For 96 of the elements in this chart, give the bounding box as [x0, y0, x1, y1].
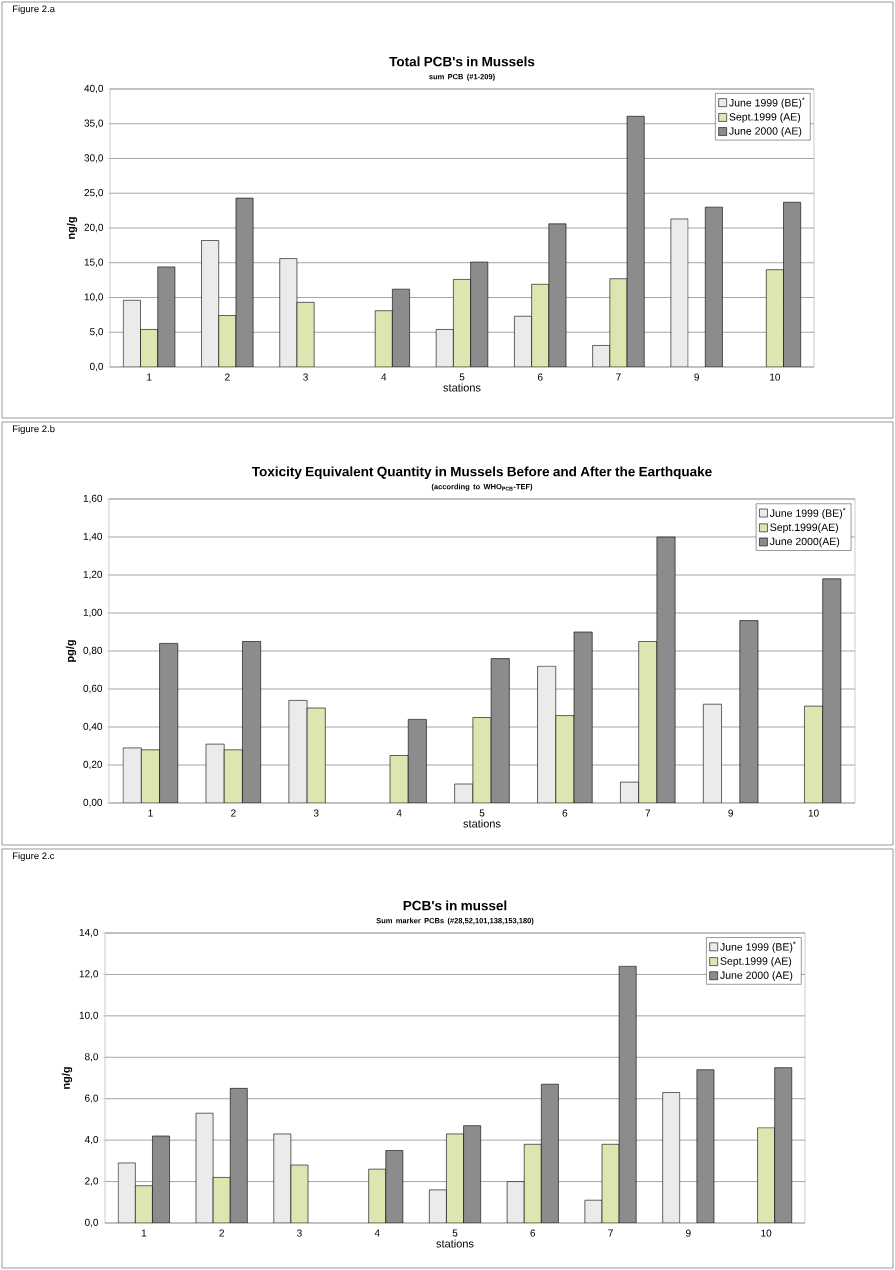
- bar: [135, 1185, 153, 1223]
- x-tick-label: 9: [694, 373, 699, 381]
- x-tick-label: 10: [770, 373, 781, 381]
- x-tick-label: 7: [645, 809, 651, 817]
- bar: [555, 715, 575, 803]
- y-tick-label: 0,0: [89, 362, 104, 372]
- legend-label: June 2000(AE): [769, 537, 840, 548]
- y-tick-label: 25,0: [84, 189, 104, 198]
- bar: [141, 749, 160, 803]
- bar: [703, 703, 722, 803]
- chart-title: Toxicity Equivalent Quantity in Mussels Before and After the Earthquake: [251, 466, 712, 480]
- y-tick-label: 30,0: [84, 154, 104, 163]
- y-tick-label: 40,0: [84, 84, 104, 94]
- y-tick-label: 0,40: [83, 722, 103, 732]
- x-tick-label: 3: [297, 1229, 302, 1237]
- y-tick-label: 1,40: [83, 532, 103, 542]
- y-tick-label: 6,0: [85, 1094, 99, 1103]
- x-tick-label: 10: [808, 809, 819, 817]
- legend-label: Sept.1999 (AE): [729, 112, 801, 123]
- legend-label: June 1999 (BE)$^{*}$: [769, 507, 846, 519]
- x-axis-title: stations: [443, 383, 481, 392]
- y-tick-label: 20,0: [84, 223, 104, 233]
- legend-label: June 1999 (BE)$^{*}$: [729, 97, 805, 109]
- y-axis-title: pg/g: [65, 640, 77, 662]
- x-tick-label: 5: [479, 809, 485, 817]
- bar: [804, 705, 823, 803]
- legend-label: June 2000 (AE): [729, 127, 802, 137]
- x-tick-label: 7: [616, 373, 621, 381]
- bar: [306, 707, 326, 803]
- x-tick-label: 3: [313, 809, 319, 817]
- x-tick-label: 1: [147, 373, 152, 381]
- bar: [523, 1143, 542, 1223]
- y-axis-title: ng/g: [61, 1067, 73, 1089]
- y-tick-label: 0,80: [83, 646, 103, 656]
- y-tick-label: 2,0: [85, 1177, 99, 1186]
- x-tick-label: 10: [761, 1229, 772, 1237]
- y-tick-label: 1,00: [83, 608, 103, 618]
- x-tick-label: 6: [530, 1229, 536, 1237]
- x-tick-label: 6: [562, 809, 568, 817]
- bar: [123, 299, 141, 367]
- bar: [122, 747, 142, 803]
- bar: [205, 743, 225, 803]
- caption: Figure 2.c: [12, 852, 55, 862]
- y-tick-label: 35,0: [84, 119, 104, 128]
- x-tick-label: 4: [381, 373, 387, 381]
- x-tick-label: 1: [148, 809, 153, 817]
- y-tick-label: 0,0: [84, 1218, 99, 1228]
- bar: [212, 1177, 231, 1223]
- x-tick-label: 9: [728, 809, 733, 817]
- caption: Figure 2.a: [12, 5, 55, 15]
- y-tick-label: 14,0: [79, 928, 99, 938]
- x-tick-label: 6: [537, 373, 543, 381]
- x-tick-label: 4: [374, 1229, 380, 1237]
- bar: [662, 1092, 681, 1223]
- y-tick-label: 12,0: [79, 970, 99, 979]
- y-axis-title: ng/g: [66, 217, 78, 239]
- x-axis-title: stations: [436, 1239, 474, 1248]
- x-tick-label: 3: [303, 373, 308, 381]
- legend-label: June 2000 (AE): [720, 971, 793, 981]
- bar: [201, 240, 220, 367]
- chart-title: PCB's in mussel: [403, 900, 507, 911]
- y-tick-label: 15,0: [84, 258, 104, 267]
- legend-label: Sept.1999 (AE): [720, 957, 792, 967]
- bar: [757, 1127, 775, 1223]
- y-tick-label: 10,0: [79, 1011, 99, 1020]
- y-tick-label: 1,60: [83, 494, 103, 504]
- bar: [223, 749, 243, 803]
- bar: [389, 755, 409, 803]
- x-tick-label: 2: [225, 373, 230, 381]
- legend-label: Sept.1999(AE): [770, 523, 838, 534]
- bar: [638, 641, 658, 803]
- bar: [279, 258, 298, 367]
- x-tick-label: 5: [452, 1229, 458, 1237]
- y-tick-label: 1,20: [83, 570, 103, 580]
- bar: [446, 1133, 464, 1223]
- y-tick-label: 0,60: [83, 684, 103, 694]
- x-tick-label: 5: [459, 373, 465, 381]
- caption: Figure 2.b: [12, 425, 55, 435]
- y-tick-label: 0,00: [83, 798, 103, 808]
- legend-label: June 1999 (BE)$^{*}$: [720, 941, 796, 953]
- x-tick-label: 9: [686, 1229, 691, 1237]
- x-tick-label: 2: [231, 809, 236, 817]
- x-tick-label: 2: [219, 1229, 224, 1237]
- y-tick-label: 0,20: [83, 760, 103, 770]
- y-tick-label: 8,0: [85, 1053, 99, 1062]
- y-tick-label: 5,0: [89, 328, 104, 337]
- x-tick-label: 1: [141, 1229, 147, 1237]
- y-tick-label: 10,0: [84, 293, 104, 302]
- x-tick-label: 4: [396, 809, 402, 817]
- bar: [368, 1168, 387, 1223]
- bar: [537, 665, 557, 803]
- bar: [514, 315, 532, 367]
- x-tick-label: 7: [608, 1229, 613, 1237]
- y-tick-label: 4,0: [84, 1136, 99, 1145]
- chart-title: Total PCB's in Mussels: [389, 56, 535, 67]
- x-axis-title: stations: [463, 819, 501, 828]
